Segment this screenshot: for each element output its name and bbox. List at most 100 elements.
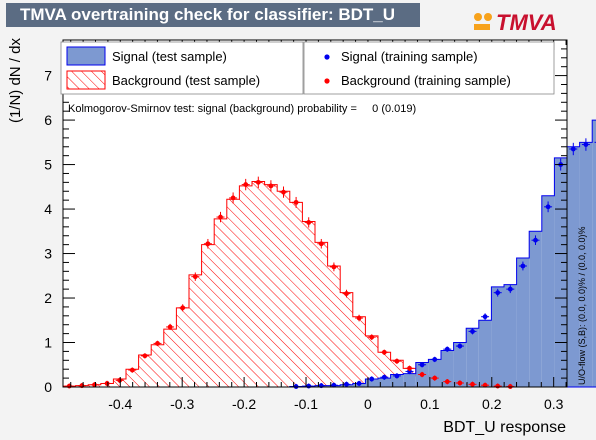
background-training-point	[155, 341, 160, 346]
legend-background-train-marker	[324, 78, 330, 84]
signal-training-point	[419, 362, 425, 368]
legend-signal-test-label: Signal (test sample)	[112, 49, 227, 64]
legend-background-test-swatch	[66, 70, 106, 90]
background-training-point	[268, 183, 274, 189]
background-training-point	[419, 372, 425, 377]
background-training-point	[394, 358, 400, 364]
background-training-point	[306, 219, 312, 225]
signal-test-histogram	[63, 119, 596, 388]
y-tick-label: 4	[44, 201, 52, 217]
legend-background-test-label: Background (test sample)	[112, 73, 260, 88]
background-training-point	[281, 189, 286, 195]
x-tick-label: -0.1	[294, 396, 318, 412]
signal-test-bar	[529, 231, 542, 387]
background-training-point	[344, 291, 349, 296]
x-tick-label: -0.4	[108, 396, 132, 412]
signal-training-point	[331, 382, 337, 388]
background-training-point	[167, 324, 173, 330]
legend: Signal (test sample) Background (test sa…	[60, 41, 555, 95]
axes: -0.4 -0.3 -0.2 -0.1 0 0.1 0.2 0.3 0 1 2 3 4 5 6 7	[44, 39, 568, 412]
signal-test-bar	[592, 120, 596, 388]
background-training-point	[142, 353, 148, 359]
signal-training-point	[444, 346, 450, 352]
y-tick-label: 0	[44, 379, 52, 395]
background-training-point	[369, 334, 375, 340]
signal-training-point	[306, 383, 312, 389]
signal-training-point	[545, 204, 551, 210]
legend-background-train-label: Background (training sample)	[341, 73, 511, 88]
signal-test-bar	[579, 142, 593, 387]
x-tick-label: 0	[364, 396, 372, 412]
signal-test-bar	[378, 378, 391, 387]
x-tick-label: -0.2	[232, 396, 256, 412]
x-tick-label: 0.1	[420, 396, 440, 412]
signal-test-bar	[491, 286, 504, 387]
background-training-point	[432, 375, 438, 381]
signal-training-point	[470, 328, 475, 334]
background-training-point	[180, 305, 186, 311]
background-training-point	[356, 315, 362, 321]
signal-training-point	[507, 286, 513, 292]
tmva-logo-text: TMVA	[496, 10, 557, 35]
tmva-logo: TMVA	[474, 10, 557, 35]
background-training-point	[470, 381, 475, 387]
signal-test-bar	[453, 342, 467, 387]
signal-test-bar	[428, 359, 441, 387]
signal-training-point	[520, 263, 526, 269]
background-training-point	[192, 274, 198, 280]
signal-training-point	[369, 376, 375, 382]
ks-test-text: Kolmogorov-Smirnov test: signal (backgro…	[68, 103, 416, 115]
legend-signal-train-marker	[324, 54, 330, 60]
signal-training-point	[356, 381, 362, 386]
x-tick-label: -0.3	[170, 396, 194, 412]
plot-border	[62, 39, 568, 388]
background-training-point	[457, 380, 463, 386]
x-tick-label: 0.2	[482, 396, 502, 412]
y-tick-label: 6	[44, 112, 52, 128]
signal-training-point	[457, 343, 463, 349]
signal-training-point	[495, 290, 501, 296]
legend-signal-test-swatch	[66, 46, 106, 66]
signal-training-point	[394, 373, 400, 379]
background-training-point	[293, 199, 299, 205]
signal-test-bar	[567, 146, 580, 387]
background-training-point	[218, 214, 223, 220]
background-training-point	[129, 367, 135, 373]
x-tick-label: 0.3	[544, 396, 564, 412]
signal-training-point	[344, 381, 349, 387]
y-axis-label: (1/N) dN / dx	[7, 38, 24, 124]
y-tick-label: 1	[44, 335, 52, 351]
signal-training-points	[292, 138, 596, 389]
signal-training-point	[570, 146, 576, 152]
overflow-text: U/O-flow (S,B): (0.0, 0.0)% / (0.0, 0.0)…	[577, 226, 587, 385]
background-training-point	[407, 365, 412, 371]
signal-test-bar	[365, 378, 378, 387]
background-training-point	[92, 382, 97, 388]
signal-training-point	[432, 357, 438, 362]
signal-test-bar	[541, 195, 555, 387]
background-training-point	[117, 377, 123, 383]
signal-training-point	[381, 374, 387, 380]
tmva-logo-mark	[474, 13, 492, 30]
plot-title: TMVA overtraining check for classifier: …	[6, 3, 420, 27]
background-training-point	[318, 241, 324, 247]
signal-test-bar	[504, 284, 517, 387]
background-training-point	[243, 182, 249, 187]
legend-right-box	[303, 41, 555, 95]
background-training-point	[230, 195, 236, 201]
legend-signal-train-label: Signal (training sample)	[341, 49, 478, 64]
y-tick-label: 5	[44, 157, 52, 173]
background-training-point	[205, 241, 211, 247]
signal-training-point	[583, 142, 589, 147]
y-tick-label: 7	[44, 68, 52, 84]
signal-test-bar	[403, 373, 416, 387]
background-training-point	[482, 382, 488, 388]
signal-test-bar	[554, 157, 567, 387]
signal-test-bar	[466, 328, 479, 387]
background-training-point	[495, 383, 501, 389]
background-training-point	[255, 179, 261, 185]
signal-test-bar	[478, 320, 492, 387]
y-tick-label: 3	[44, 246, 52, 262]
signal-training-point	[533, 237, 538, 243]
